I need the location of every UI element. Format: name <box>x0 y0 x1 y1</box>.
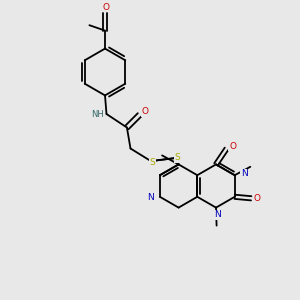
Text: NH: NH <box>91 110 104 119</box>
Text: N: N <box>214 210 221 219</box>
Text: S: S <box>149 158 155 167</box>
Text: N: N <box>241 169 248 178</box>
Text: S: S <box>174 153 180 162</box>
Text: O: O <box>254 194 261 203</box>
Text: N: N <box>147 194 154 202</box>
Text: O: O <box>102 3 109 12</box>
Text: O: O <box>229 142 236 151</box>
Text: O: O <box>141 107 148 116</box>
